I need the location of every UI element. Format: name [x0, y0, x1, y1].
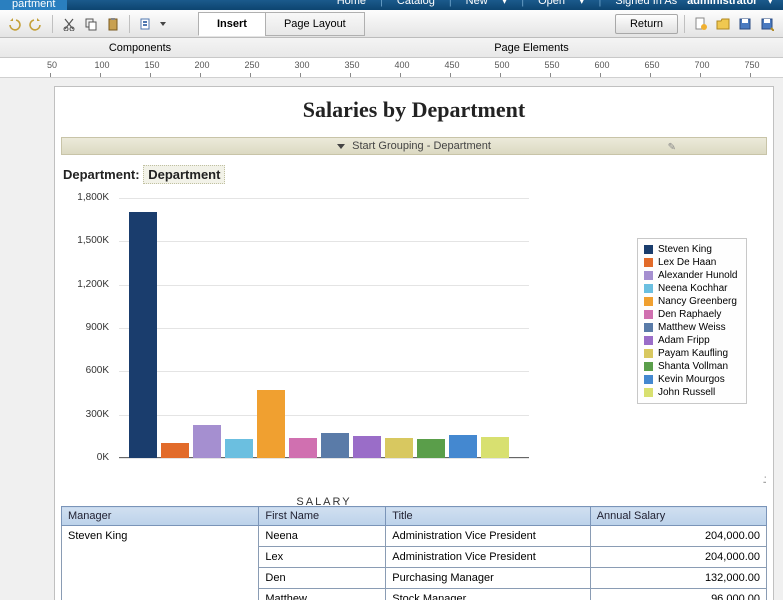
return-button[interactable]: Return	[615, 14, 678, 34]
nav-new[interactable]: New	[462, 0, 492, 7]
dropdown-icon[interactable]	[158, 14, 168, 34]
chart-y-label: 1,500K	[61, 235, 109, 246]
toolbar-left	[4, 14, 168, 34]
department-field[interactable]: Department	[143, 165, 225, 184]
legend-item: Steven King	[644, 243, 740, 256]
chart-bar[interactable]	[353, 436, 381, 458]
chart-bar[interactable]	[385, 438, 413, 458]
collapse-icon[interactable]	[337, 144, 345, 149]
legend-item: Lex De Haan	[644, 256, 740, 269]
legend-item: Nancy Greenberg	[644, 295, 740, 308]
cell-salary: 204,000.00	[590, 526, 766, 547]
copy-icon[interactable]	[81, 14, 101, 34]
undo-icon[interactable]	[4, 14, 24, 34]
cell-first-name: Matthew	[259, 589, 386, 600]
department-label: Department:	[63, 167, 140, 182]
nav-catalog[interactable]: Catalog	[393, 0, 439, 7]
subheader-components: Components	[0, 42, 280, 54]
toolbar-tabs: Insert Page Layout	[198, 12, 364, 36]
tab-page-layout[interactable]: Page Layout	[265, 12, 365, 36]
legend-item: Alexander Hunold	[644, 269, 740, 282]
nav-home[interactable]: Home	[333, 0, 370, 7]
chart-bar[interactable]	[289, 438, 317, 458]
cell-title: Administration Vice President	[386, 526, 590, 547]
salary-table[interactable]: ManagerFirst NameTitleAnnual Salary Stev…	[61, 506, 767, 600]
legend-item: Shanta Vollman	[644, 360, 740, 373]
new-doc-icon[interactable]	[691, 14, 711, 34]
cell-salary: 96,000.00	[590, 589, 766, 600]
chart-bar[interactable]	[257, 390, 285, 458]
legend-item: Den Raphaely	[644, 308, 740, 321]
legend-item: Adam Fripp	[644, 334, 740, 347]
nav-user[interactable]: administrator	[687, 0, 757, 7]
save-as-icon[interactable]	[757, 14, 777, 34]
topnav-tab[interactable]: partment	[0, 0, 67, 10]
cell-salary: 132,000.00	[590, 568, 766, 589]
group-header[interactable]: Start Grouping - Department ✎	[61, 137, 767, 155]
subheader: Components Page Elements	[0, 38, 783, 58]
resize-handle-icon[interactable]: .:	[762, 472, 765, 486]
salary-chart[interactable]: SALARY Steven KingLex De HaanAlexander H…	[61, 198, 767, 488]
chart-y-label: 1,200K	[61, 279, 109, 290]
cell-title: Stock Manager	[386, 589, 590, 600]
legend-item: Neena Kochhar	[644, 282, 740, 295]
app-topnav: partment Home| Catalog| New▾| Open▾| Sig…	[0, 0, 783, 10]
cell-first-name: Den	[259, 568, 386, 589]
nav-signed-in-label: Signed In As	[611, 0, 681, 7]
redo-icon[interactable]	[26, 14, 46, 34]
edit-icon[interactable]: ✎	[668, 140, 676, 156]
table-header[interactable]: Title	[386, 507, 590, 526]
legend-item: Payam Kaufling	[644, 347, 740, 360]
chart-bar[interactable]	[129, 212, 157, 458]
page-setup-icon[interactable]	[136, 14, 156, 34]
toolbar: Insert Page Layout Return	[0, 10, 783, 38]
subheader-page-elements: Page Elements	[280, 42, 783, 54]
chart-y-label: 0K	[61, 452, 109, 463]
legend-item: Matthew Weiss	[644, 321, 740, 334]
chart-bar[interactable]	[417, 439, 445, 458]
table-header[interactable]: Annual Salary	[590, 507, 766, 526]
paste-icon[interactable]	[103, 14, 123, 34]
ruler: 5010015020025030035040045050055060065070…	[0, 58, 783, 78]
cell-title: Purchasing Manager	[386, 568, 590, 589]
chart-bar[interactable]	[193, 425, 221, 458]
chart-y-label: 900K	[61, 322, 109, 333]
design-canvas[interactable]: Salaries by Department Start Grouping - …	[0, 78, 783, 600]
toolbar-right: Return	[615, 14, 777, 34]
cell-manager: Steven King	[62, 526, 259, 600]
save-icon[interactable]	[735, 14, 755, 34]
chart-y-label: 1,800K	[61, 192, 109, 203]
report-page: Salaries by Department Start Grouping - …	[54, 86, 774, 600]
legend-item: John Russell	[644, 386, 740, 399]
chart-bar[interactable]	[481, 437, 509, 458]
cut-icon[interactable]	[59, 14, 79, 34]
table-row[interactable]: Steven KingNeenaAdministration Vice Pres…	[62, 526, 767, 547]
topnav-right: Home| Catalog| New▾| Open▾| Signed In As…	[333, 0, 777, 7]
cell-title: Administration Vice President	[386, 547, 590, 568]
report-title[interactable]: Salaries by Department	[55, 87, 773, 137]
department-label-row: Department: Department	[55, 155, 773, 188]
chart-bar[interactable]	[449, 435, 477, 458]
chart-x-title: SALARY	[119, 496, 529, 508]
chart-y-label: 300K	[61, 409, 109, 420]
chart-legend: Steven KingLex De HaanAlexander HunoldNe…	[637, 238, 747, 404]
chart-bar[interactable]	[321, 433, 349, 458]
nav-open[interactable]: Open	[534, 0, 569, 7]
tab-insert[interactable]: Insert	[198, 12, 266, 36]
cell-first-name: Neena	[259, 526, 386, 547]
chart-plot	[119, 198, 529, 458]
group-header-label: Start Grouping - Department	[352, 140, 491, 152]
chart-y-label: 600K	[61, 365, 109, 376]
table-header[interactable]: First Name	[259, 507, 386, 526]
chart-bar[interactable]	[225, 439, 253, 458]
open-folder-icon[interactable]	[713, 14, 733, 34]
table-header[interactable]: Manager	[62, 507, 259, 526]
cell-first-name: Lex	[259, 547, 386, 568]
chart-bar[interactable]	[161, 443, 189, 458]
cell-salary: 204,000.00	[590, 547, 766, 568]
legend-item: Kevin Mourgos	[644, 373, 740, 386]
